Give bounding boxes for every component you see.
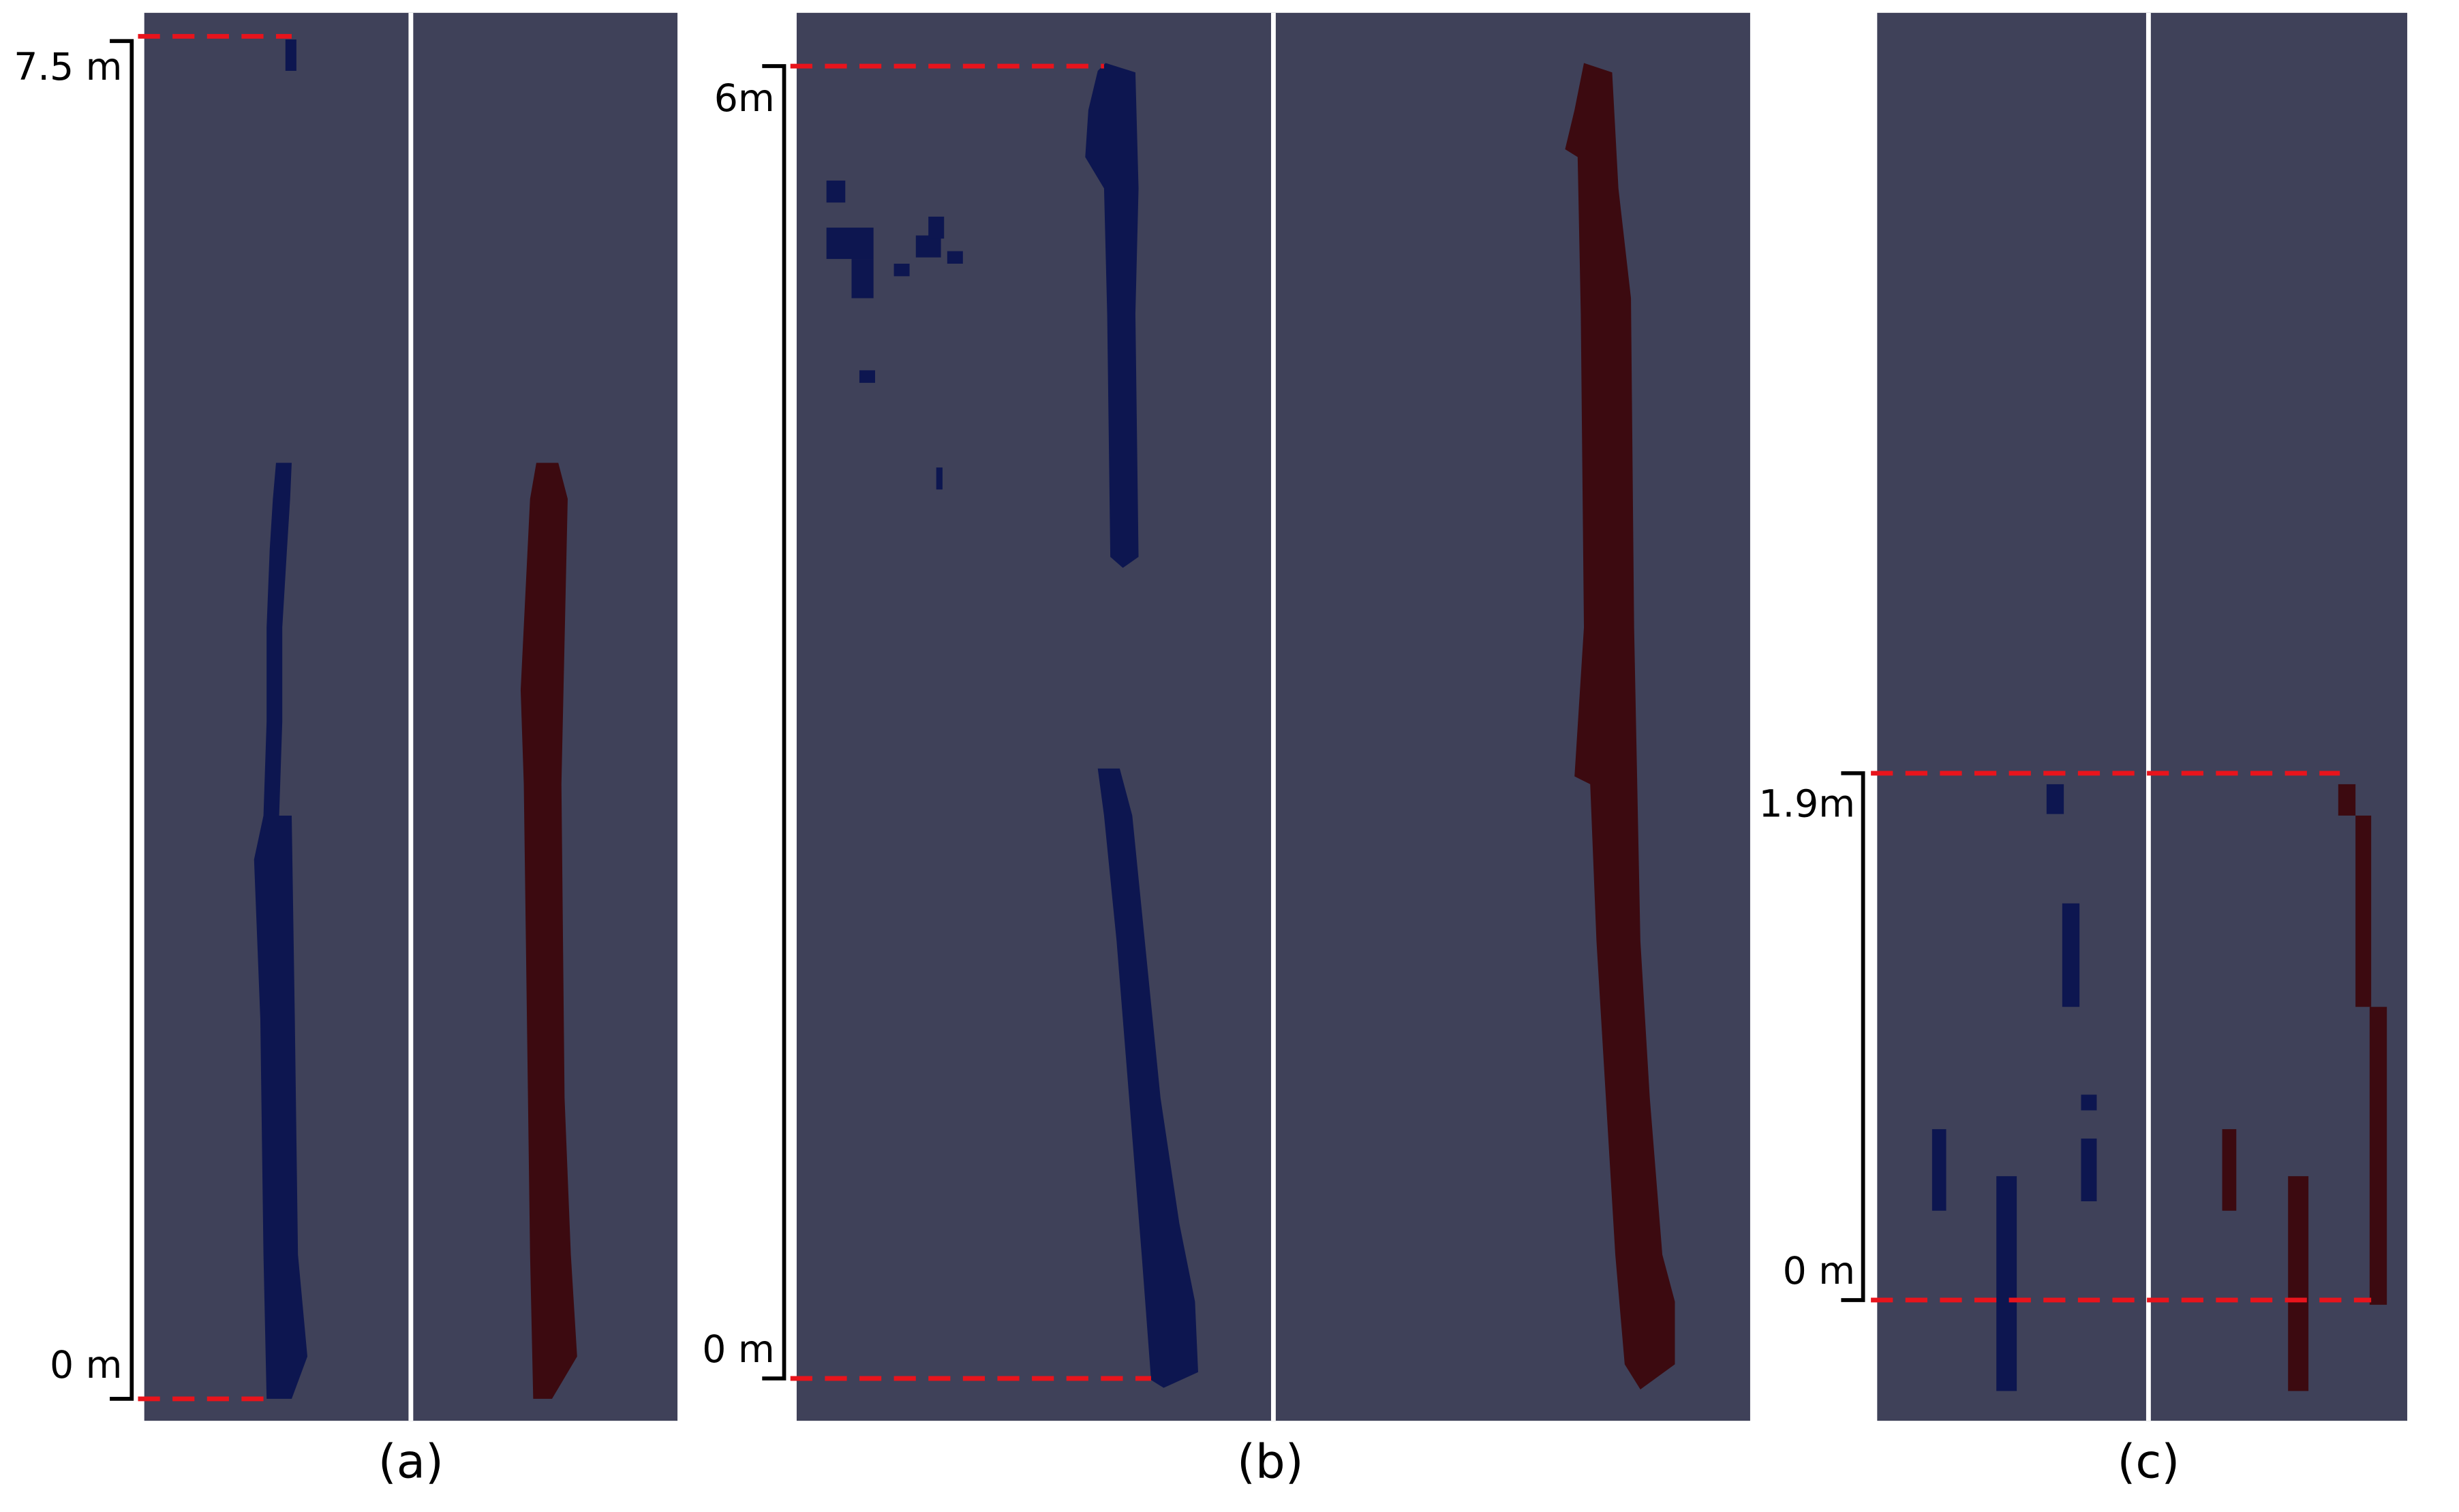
voxels xyxy=(2369,1006,2387,1305)
voxels xyxy=(2338,784,2356,816)
caption: (b) xyxy=(1237,1435,1304,1490)
voxels xyxy=(928,216,945,239)
scale-label: 6m xyxy=(714,77,775,121)
voxels xyxy=(1931,1129,1946,1211)
voxels xyxy=(1085,63,1139,568)
voxels xyxy=(947,251,963,264)
scale-label: 7.5 m xyxy=(14,46,122,89)
panel-background xyxy=(1877,12,2408,1421)
voxels xyxy=(520,463,577,1399)
panel-a: 7.5 m 0 m (a) xyxy=(14,12,678,1490)
voxels xyxy=(1565,63,1675,1390)
caption: (a) xyxy=(378,1435,444,1490)
scale-label: 0 m xyxy=(1783,1250,1855,1293)
voxels xyxy=(2288,1176,2309,1391)
voxels xyxy=(1996,1176,2017,1391)
voxels xyxy=(254,463,307,1399)
panel-b: 6m 0 m (b) xyxy=(702,12,1750,1490)
voxels xyxy=(936,467,943,490)
scale-label: 0 m xyxy=(702,1328,774,1372)
voxels xyxy=(2081,1094,2097,1111)
voxels xyxy=(1097,768,1198,1388)
panel-c: 1.9m 0 m (c) xyxy=(1758,12,2408,1490)
voxels xyxy=(826,228,874,260)
scale-bracket xyxy=(110,39,134,1401)
voxels xyxy=(2062,903,2080,1007)
caption: (c) xyxy=(2117,1435,2180,1490)
voxels xyxy=(2222,1129,2237,1211)
voxels xyxy=(859,370,875,383)
voxels xyxy=(851,259,874,298)
voxels xyxy=(826,181,846,203)
scale-label: 1.9m xyxy=(1758,782,1855,826)
scale-bracket xyxy=(1841,771,1865,1302)
voxels xyxy=(2355,815,2372,1007)
voxels xyxy=(915,235,941,258)
scale-bracket xyxy=(762,64,786,1380)
voxels xyxy=(894,263,910,277)
voxels xyxy=(285,39,296,71)
voxels xyxy=(2046,784,2064,814)
scale-label: 0 m xyxy=(50,1344,122,1387)
voxels xyxy=(2081,1138,2097,1201)
